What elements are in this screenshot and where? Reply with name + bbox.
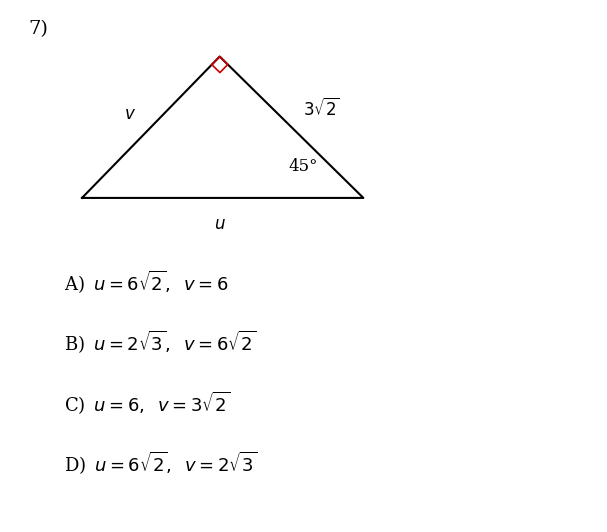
Text: $3\sqrt{2}$: $3\sqrt{2}$	[303, 98, 340, 120]
Text: C) $u = 6,\;\; v = 3\sqrt{2}$: C) $u = 6,\;\; v = 3\sqrt{2}$	[64, 389, 231, 415]
Text: 45°: 45°	[289, 158, 318, 175]
Text: $v$: $v$	[124, 106, 136, 123]
Text: D) $u = 6\sqrt{2},\;\; v = 2\sqrt{3}$: D) $u = 6\sqrt{2},\;\; v = 2\sqrt{3}$	[64, 449, 257, 476]
Text: B) $u = 2\sqrt{3},\;\; v = 6\sqrt{2}$: B) $u = 2\sqrt{3},\;\; v = 6\sqrt{2}$	[64, 328, 256, 355]
Text: $u$: $u$	[214, 215, 226, 232]
Text: 7): 7)	[28, 20, 48, 38]
Text: A) $u = 6\sqrt{2},\;\; v = 6$: A) $u = 6\sqrt{2},\;\; v = 6$	[64, 268, 228, 295]
